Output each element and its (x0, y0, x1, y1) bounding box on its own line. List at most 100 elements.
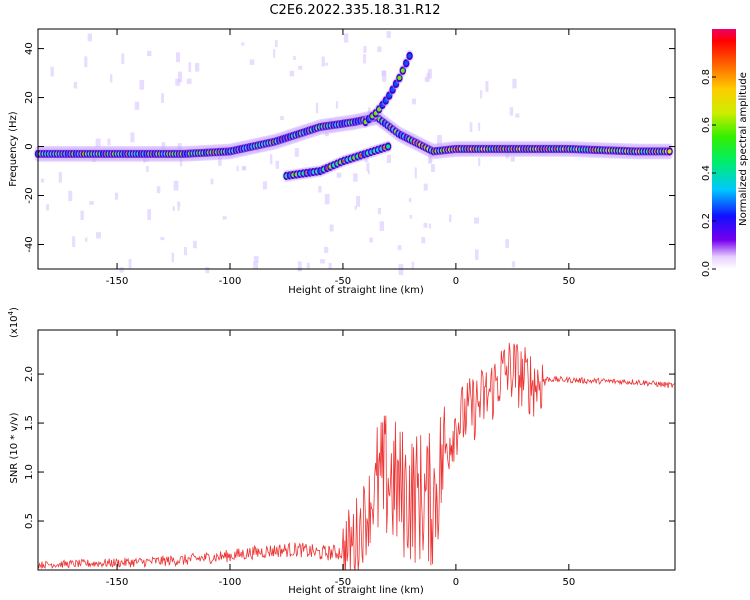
spectrogram-speckle (177, 71, 183, 83)
colorbar-tick-label: 0.0 (701, 261, 712, 277)
spectrogram-speckle (369, 237, 374, 243)
spectrogram-speckle (72, 236, 76, 248)
snr-ytick-label: 1.5 (24, 415, 35, 431)
spectrogram-speckle (324, 246, 329, 254)
spectrogram-speckle (68, 190, 73, 202)
spectrogram-speckle (324, 193, 330, 205)
spectrogram-speckle (294, 148, 299, 157)
spectrogram-core (400, 68, 405, 73)
colorbar-tick-label: 0.2 (701, 213, 712, 229)
spectrogram-speckle (147, 209, 152, 220)
spectrogram-speckle (84, 56, 88, 68)
snr-xtick-label: -150 (106, 577, 129, 588)
spectrogram-speckle (121, 53, 125, 65)
spectrogram-ytick-label: 40 (24, 42, 35, 55)
spectrogram-speckle (353, 173, 358, 182)
spectrogram-speckle (40, 178, 44, 183)
spectrogram-speckle (324, 132, 329, 137)
spectrogram-speckle (336, 172, 342, 178)
spectrogram-xtick-label: 0 (453, 276, 459, 287)
spectrogram-speckle (85, 237, 88, 242)
snr-series-line (37, 342, 675, 571)
spectrogram-speckle (210, 178, 214, 185)
spectrogram-speckle (143, 153, 146, 163)
spectrogram-speckle (411, 98, 417, 105)
spectrogram-speckle (437, 134, 442, 146)
spectrogram-speckle (50, 66, 54, 77)
spectrogram-speckle (58, 172, 62, 183)
spectrogram-speckle (306, 262, 310, 269)
spectrogram-speckle (379, 221, 385, 231)
spectrogram-xlabel: Height of straight line (km) (288, 285, 424, 296)
spectrogram-speckle (249, 59, 255, 65)
spectrogram-speckle (354, 205, 357, 210)
snr-xtick-label: 50 (562, 577, 575, 588)
spectrogram-speckle (205, 267, 210, 274)
spectrogram-xtick-label: -50 (335, 276, 351, 287)
spectrogram-speckle (156, 186, 161, 194)
spectrogram-speckle (428, 223, 432, 229)
spectrogram-speckle (172, 206, 175, 211)
spectrogram-speckle (386, 31, 391, 38)
spectrogram-speckle (356, 195, 361, 207)
snr-ytick-label: 1.0 (24, 464, 35, 480)
svg-text:(x104): (x104) (7, 307, 20, 338)
spectrogram-speckle (253, 255, 259, 263)
spectrogram-speckle (478, 122, 481, 131)
spectrogram-speckle (188, 62, 192, 72)
snr-ticks: -150 -100 -50 0 50 0.5 1.0 1.5 2.0 (24, 330, 675, 588)
spectrogram-ylabel: Frequency (Hz) (8, 111, 19, 187)
spectrogram-speckle (377, 46, 382, 52)
spectrogram-speckle (298, 65, 303, 70)
spectrogram-speckle (161, 93, 165, 103)
spectrogram-speckle (423, 222, 428, 228)
spectrogram-ytick-label: 20 (24, 91, 35, 104)
spectrogram-speckle (424, 77, 428, 82)
spectrogram-speckle (423, 183, 428, 191)
spectrogram-speckle (107, 138, 111, 146)
spectrogram-speckle (193, 240, 197, 249)
spectrogram-speckle (280, 116, 284, 121)
spectrogram-speckle (510, 156, 515, 162)
colorbar: 0.0 0.2 0.4 0.6 0.8 Normalized spectral ampl… (701, 29, 749, 277)
spectrogram-speckle (335, 101, 338, 109)
spectrogram-core (386, 144, 391, 149)
spectrogram-speckle (179, 156, 183, 167)
snr-scale-label: (x104) (7, 307, 20, 338)
spectrogram-speckle (73, 81, 78, 89)
spectrogram-speckle (329, 224, 334, 232)
spectrogram-speckle (194, 63, 200, 72)
snr-xtick-label: -50 (335, 577, 351, 588)
spectrogram-speckle (173, 180, 179, 191)
spectrogram-core (373, 111, 378, 116)
spectrogram-marks (34, 31, 674, 276)
spectrogram-speckle (236, 165, 239, 172)
spectrogram-speckle (328, 262, 332, 269)
spectrogram-xtick-label: -100 (219, 276, 242, 287)
spectrogram-speckle (414, 167, 417, 179)
spectrogram-speckle (253, 261, 259, 269)
spectrogram-speckle (177, 143, 182, 151)
spectrogram-speckle (485, 81, 489, 92)
spectrogram-core (404, 61, 409, 66)
spectrogram-speckle (397, 245, 402, 251)
spectrogram-speckle (175, 78, 181, 86)
spectrogram-core (387, 93, 392, 98)
spectrogram-speckle (177, 201, 181, 207)
spectrogram-speckle (146, 165, 149, 173)
spectrogram-core (380, 102, 385, 108)
spectrogram-ytick-label: -20 (24, 187, 35, 203)
spectrogram-speckle (130, 132, 135, 143)
spectrogram-core (667, 149, 672, 154)
spectrogram-speckle (320, 259, 325, 264)
snr-scale-exponent: 4 (7, 310, 15, 315)
spectrogram-speckle (269, 154, 273, 165)
spectrogram-speckle (377, 208, 381, 215)
spectrogram-speckle (325, 62, 329, 66)
spectrogram-speckle (241, 42, 245, 46)
spectrogram-speckle (328, 118, 333, 123)
colorbar-label: Normalized spectral amplitude (738, 72, 749, 226)
spectrogram-speckle (367, 107, 371, 118)
spectrogram-speckle (176, 52, 180, 63)
spectrogram-speckle (273, 49, 276, 58)
